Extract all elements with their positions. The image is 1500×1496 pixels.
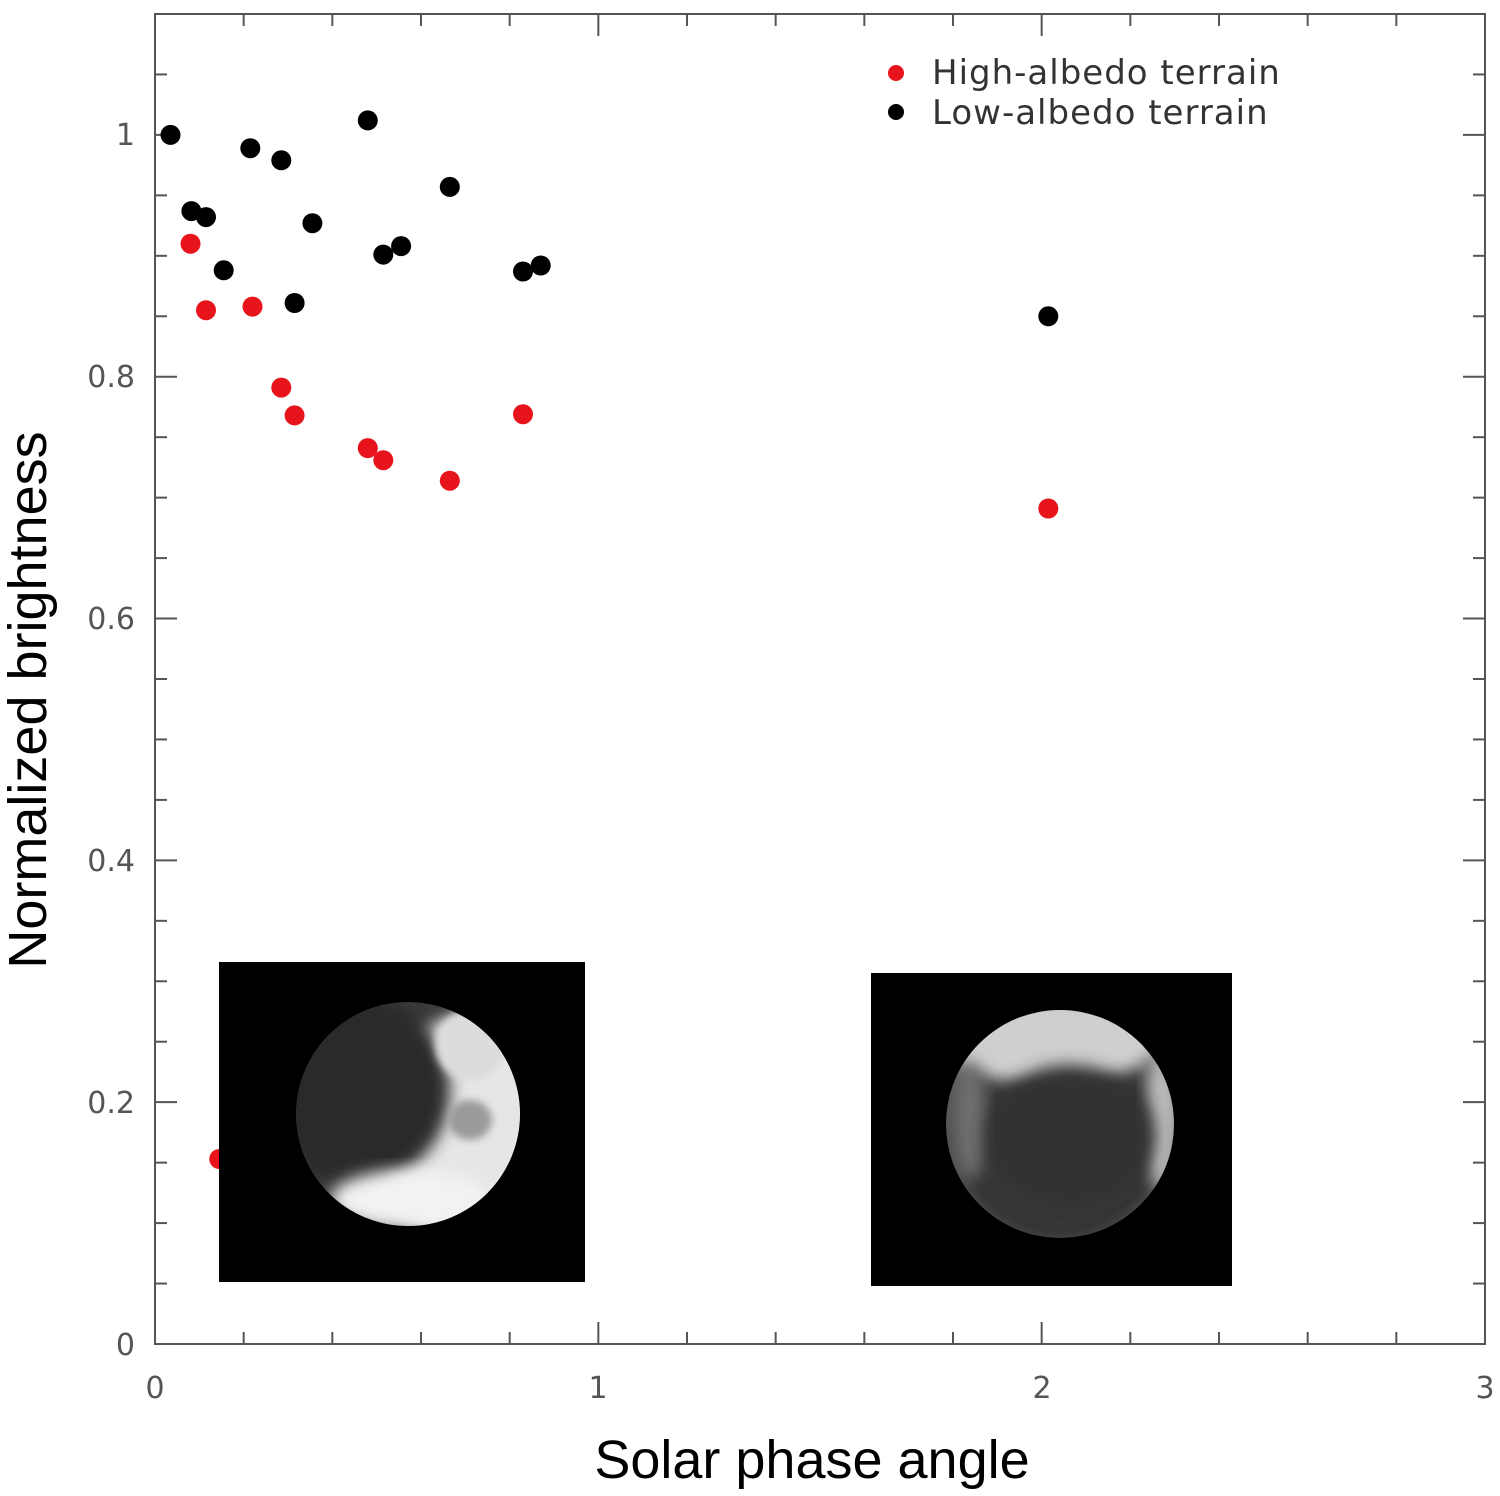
high-albedo-point-4	[284, 405, 305, 426]
axis-ticks	[154, 13, 1486, 1345]
low-albedo-point-11	[439, 176, 460, 197]
low-albedo-point-13	[530, 255, 551, 276]
y-tick-label-0.8: 0.8	[87, 360, 135, 395]
x-tick-label-1: 1	[588, 1371, 607, 1406]
moon-inset-left	[219, 962, 585, 1282]
low-albedo-point-14	[1038, 306, 1059, 327]
low-albedo-point-8	[357, 110, 378, 131]
low-albedo-point-4	[240, 138, 261, 159]
low-albedo-point-6	[284, 293, 305, 313]
x-tick-label-0: 0	[145, 1371, 164, 1406]
x-tick-label-2: 2	[1032, 1371, 1051, 1406]
low-albedo-point-0	[160, 124, 181, 145]
y-tick-label-0.2: 0.2	[87, 1086, 135, 1121]
high-albedo-point-3	[271, 377, 292, 398]
moon-inset-right	[871, 973, 1232, 1286]
legend: High-albedo terrain Low-albedo terrain	[888, 53, 1281, 133]
legend-marker-high-albedo	[888, 65, 904, 81]
low-albedo-point-5	[271, 150, 292, 171]
low-albedo-point-2	[196, 207, 216, 228]
x-axis-title: Solar phase angle	[594, 1430, 1029, 1490]
y-tick-label-0.4: 0.4	[87, 844, 135, 879]
data-points	[160, 110, 1059, 1169]
high-albedo-point-1	[196, 300, 216, 321]
y-axis-title: Normalized brightness	[0, 431, 58, 968]
legend-label-low-albedo: Low-albedo terrain	[932, 93, 1269, 133]
high-albedo-point-9	[1038, 498, 1059, 519]
low-albedo-point-9	[373, 244, 394, 265]
high-albedo-point-5	[357, 438, 378, 459]
high-albedo-point-8	[513, 404, 533, 425]
low-albedo-point-10	[391, 236, 412, 257]
y-tick-label-0.6: 0.6	[87, 602, 135, 637]
high-albedo-point-0	[180, 233, 201, 254]
high-albedo-point-6	[373, 450, 394, 471]
low-albedo-point-7	[302, 213, 323, 234]
legend-label-high-albedo: High-albedo terrain	[932, 53, 1281, 93]
low-albedo-point-12	[513, 261, 533, 282]
high-albedo-point-7	[439, 470, 460, 491]
y-tick-label-0: 0	[116, 1328, 135, 1363]
x-tick-label-3: 3	[1475, 1371, 1494, 1406]
high-albedo-point-2	[242, 296, 263, 317]
legend-marker-low-albedo	[888, 104, 904, 120]
y-tick-label-1: 1	[116, 118, 135, 153]
low-albedo-point-3	[213, 260, 234, 281]
